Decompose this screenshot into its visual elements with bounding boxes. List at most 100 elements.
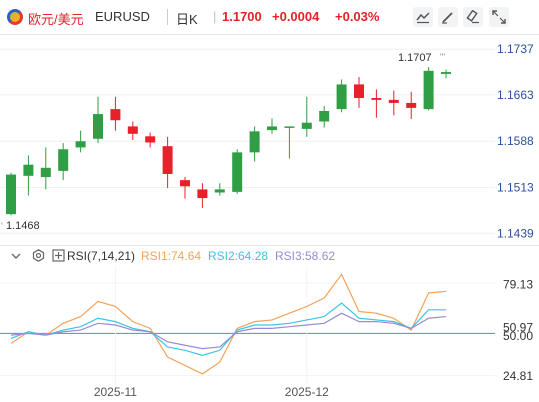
candle[interactable] [110, 96, 121, 131]
x-axis-date-label: 2025-11 [94, 385, 137, 399]
candle[interactable] [301, 96, 312, 137]
low-price-marker: ' [1, 221, 3, 231]
main-y-tick-label: 1.1513 [497, 181, 534, 195]
main-y-tick-label: 1.1737 [497, 42, 534, 56]
candle-body [371, 98, 382, 100]
candle-body [23, 164, 34, 176]
candle-body [75, 141, 86, 148]
symbol-code: EURUSD [95, 9, 150, 24]
high-price-label: 1.1707 [398, 52, 432, 64]
candle-body [232, 152, 243, 192]
candle-body [354, 84, 364, 98]
candle-body [267, 126, 277, 131]
candle-body [6, 174, 16, 215]
candle[interactable] [180, 177, 190, 199]
candle-body [284, 126, 295, 128]
draw-line-icon [442, 12, 453, 24]
candle[interactable] [406, 91, 417, 119]
rsi1-value: RSI1:74.64 [141, 249, 202, 263]
candle[interactable] [423, 67, 434, 111]
candle-body [127, 126, 138, 134]
candle[interactable] [40, 147, 51, 190]
candle[interactable] [319, 106, 330, 128]
candle[interactable] [284, 126, 295, 159]
rsi3-value: RSI3:58.62 [275, 249, 336, 263]
header-divider-line [0, 34, 539, 35]
candle[interactable] [197, 183, 208, 208]
fullscreen-icon [492, 10, 506, 24]
candle[interactable] [336, 79, 347, 113]
header-divider [167, 9, 168, 25]
delete-drawing-button[interactable] [463, 7, 483, 27]
candle[interactable] [371, 89, 382, 118]
candle[interactable] [75, 130, 86, 153]
chart-header: 欧元/美元 EURUSD 日K | 1.1700 +0.0004 +0.03% [0, 0, 539, 34]
candle[interactable] [162, 136, 173, 189]
candle[interactable] [214, 183, 225, 196]
fullscreen-button[interactable] [489, 7, 509, 27]
candle-body [336, 84, 347, 110]
rsi-line-rsi3 [10, 312, 447, 350]
candle[interactable] [232, 149, 243, 194]
period-selector[interactable]: 日K [176, 12, 198, 27]
candle[interactable] [249, 126, 260, 162]
candle[interactable] [127, 121, 138, 140]
main-y-tick-label: 1.1588 [497, 134, 534, 148]
rsi-y-tick-label: 24.81 [503, 369, 533, 383]
rsi-indicator-name[interactable]: RSI(7,14,21) [67, 249, 136, 263]
chart-type-icon [416, 12, 430, 24]
chart-type-button[interactable] [413, 7, 433, 27]
candle-body [180, 180, 190, 187]
price-change-percent: +0.03% [335, 9, 380, 24]
candle-body [197, 189, 208, 199]
rsi-y-tick-label: 50.00 [503, 329, 533, 343]
candle-body [110, 109, 121, 121]
candle[interactable] [267, 118, 277, 134]
candle-body [319, 110, 330, 122]
eur-usd-flag-icon [7, 9, 23, 25]
rsi-line-rsi1 [10, 273, 447, 375]
low-price-label: 1.1468 [6, 220, 40, 232]
panel-divider-line [0, 245, 539, 246]
candle-body [406, 102, 417, 108]
x-axis-date-label: 2025-12 [285, 385, 329, 399]
candle-body [162, 146, 173, 174]
candle-body [249, 131, 260, 153]
draw-line-button[interactable] [438, 7, 458, 27]
high-price-marker: ''' [440, 52, 445, 62]
candle[interactable] [23, 155, 34, 196]
candle-body [40, 167, 51, 178]
price-change: +0.0004 [272, 9, 320, 24]
indicator-toggle-icon[interactable] [52, 249, 65, 262]
period-separator: | [213, 9, 217, 24]
candle[interactable] [6, 172, 16, 216]
rsi2-value: RSI2:64.28 [208, 249, 269, 263]
settings-gear-icon[interactable] [32, 249, 45, 262]
rsi-legend: RSI(7,14,21) RSI1:74.64 RSI2:64.28 RSI3:… [0, 246, 539, 266]
candle-body [93, 114, 103, 139]
candle-body [423, 70, 434, 110]
candle-body [145, 136, 156, 143]
candle[interactable] [441, 69, 451, 79]
rsi-y-tick-label: 79.13 [503, 277, 533, 291]
rsi-y-tick-label: 50.97 [503, 320, 533, 334]
last-price: 1.1700 [222, 9, 262, 24]
main-y-tick-label: 1.1663 [497, 88, 534, 102]
candle-body [441, 72, 451, 74]
candle[interactable] [354, 77, 364, 108]
candle-body [301, 122, 312, 129]
candle[interactable] [145, 132, 156, 148]
pair-name[interactable]: 欧元/美元 [28, 12, 84, 27]
candle-body [58, 149, 69, 171]
collapse-chevron-icon[interactable] [10, 250, 22, 262]
candle[interactable] [58, 143, 69, 181]
candle[interactable] [388, 90, 399, 116]
candle-body [388, 99, 399, 103]
rsi-line-rsi2 [10, 302, 446, 356]
candle-body [214, 189, 225, 193]
candle[interactable] [93, 96, 103, 144]
delete-drawing-icon [466, 10, 479, 24]
main-y-tick-label: 1.1439 [497, 226, 534, 240]
